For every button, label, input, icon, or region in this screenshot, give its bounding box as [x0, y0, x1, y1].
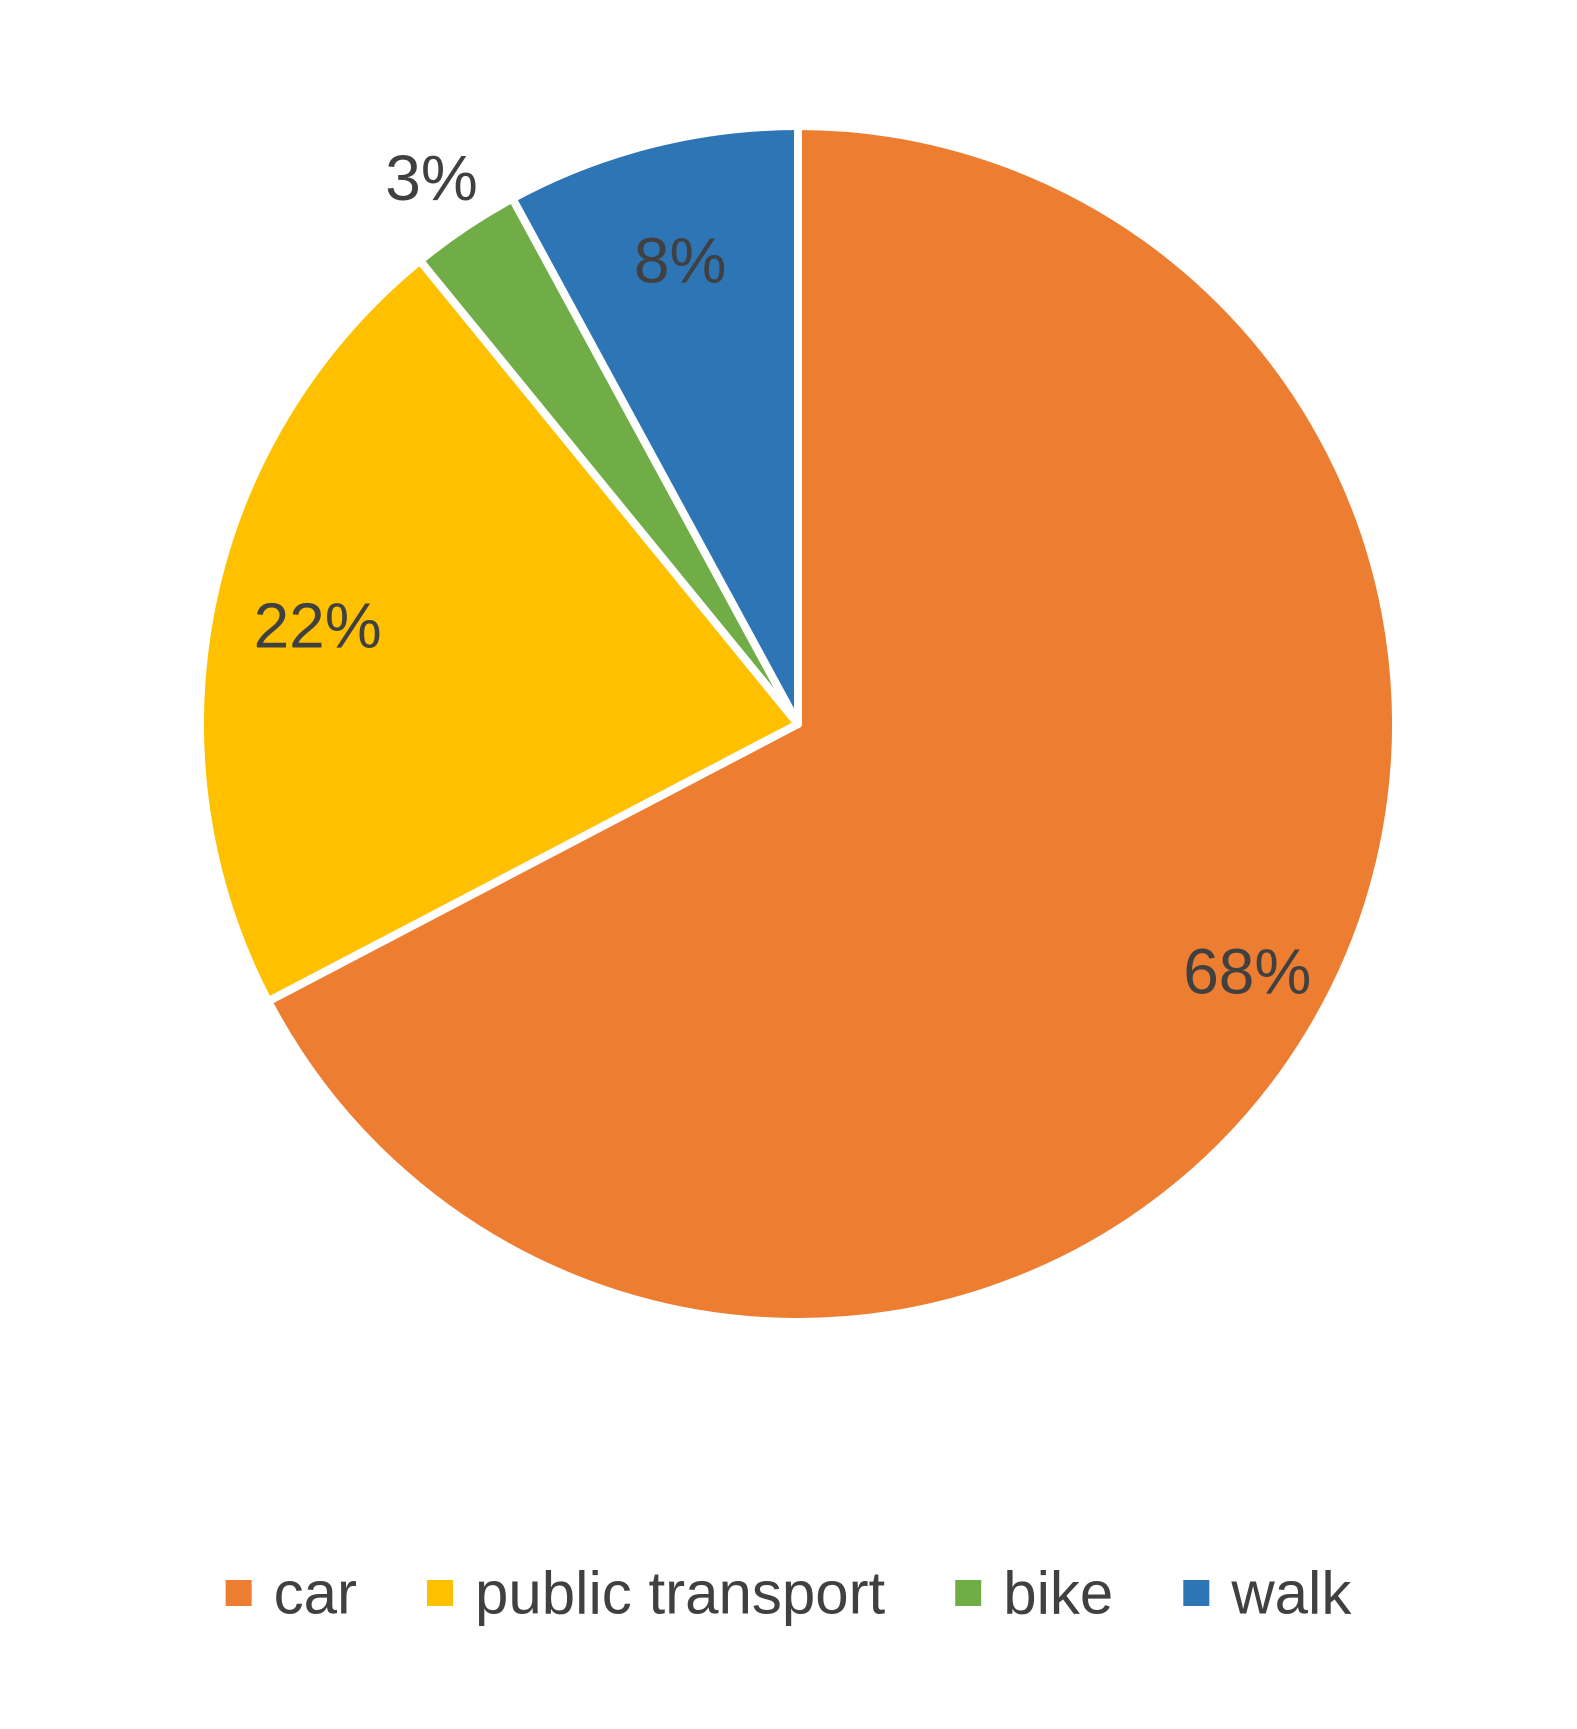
pie-slice-car [264, 122, 1400, 1326]
pie-slice-public-transport [196, 256, 802, 1006]
legend-label-public-transport: public transport [475, 1560, 886, 1627]
legend-item-bike: bike [955, 1560, 1113, 1627]
data-label-bike: 3% [385, 142, 478, 214]
legend-swatch-bike [955, 1580, 982, 1606]
data-label-car: 68% [1183, 936, 1311, 1008]
pie-slice-walk [508, 122, 802, 728]
pie-data-labels: 68% 22% 3% 8% [254, 142, 1312, 1008]
data-label-walk: 8% [634, 224, 727, 296]
legend-swatch-public-transport [427, 1580, 454, 1606]
legend-item-public-transport: public transport [427, 1560, 886, 1627]
legend-item-walk: walk [1183, 1560, 1352, 1627]
legend-item-car: car [225, 1560, 357, 1627]
legend-label-walk: walk [1230, 1560, 1352, 1627]
legend-label-car: car [274, 1560, 357, 1627]
chart-legend: car public transport bike walk [225, 1560, 1352, 1627]
pie-slices [196, 122, 1400, 1326]
legend-label-bike: bike [1003, 1560, 1113, 1627]
data-label-public-transport: 22% [254, 590, 382, 662]
legend-swatch-car [225, 1580, 252, 1606]
legend-swatch-walk [1183, 1580, 1210, 1606]
